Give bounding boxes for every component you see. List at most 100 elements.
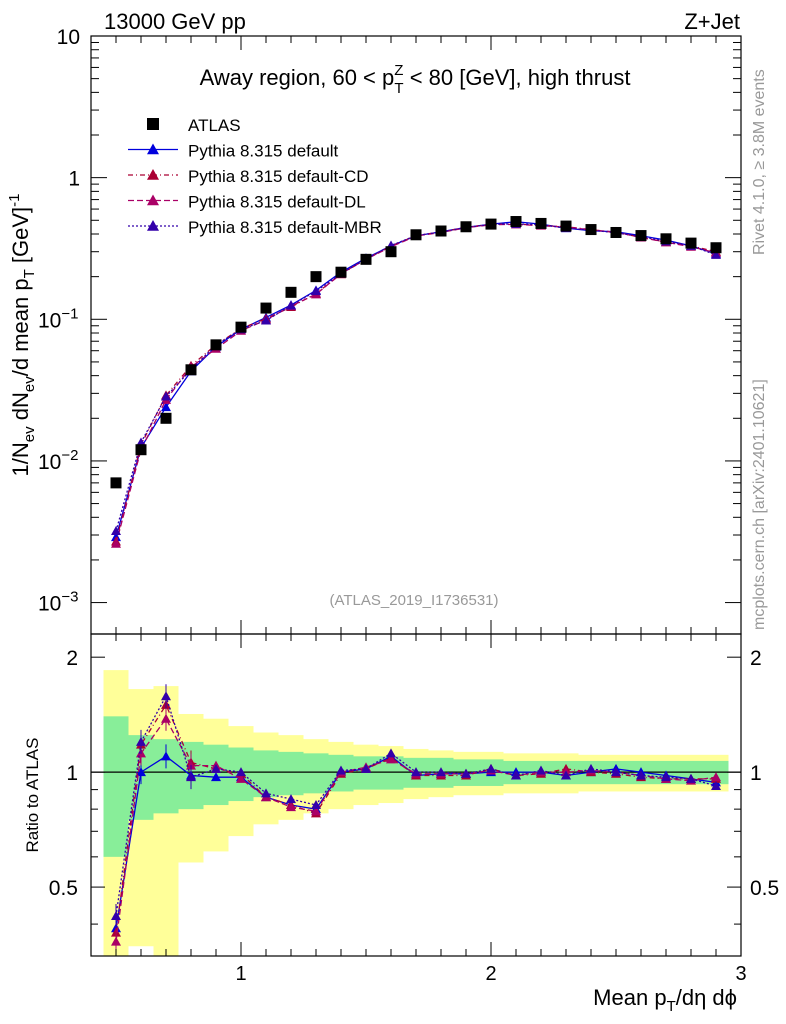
data-point	[660, 233, 672, 245]
axes-ticks: 1 2 3 10 1 10−1 10−2 10−3 0.5 0.5 1 1 2 2	[38, 26, 779, 985]
side-text-rivet: Rivet 4.1.0, ≥ 3.8M events	[751, 69, 768, 255]
ratio-marker-mbr	[511, 770, 521, 780]
data-point	[210, 339, 222, 351]
data-point	[235, 321, 247, 333]
ratio-y-tick-label-right: 1	[750, 762, 762, 785]
data-point	[585, 224, 597, 236]
data-point	[185, 364, 197, 376]
marker-mbr	[711, 249, 721, 259]
data-point	[635, 230, 647, 242]
ratio-marker-mbr	[236, 767, 246, 777]
ratio-marker-mbr	[461, 768, 471, 778]
ratio-y-tick-label: 2	[66, 647, 78, 670]
band-inner-bin	[303, 753, 329, 794]
data-point	[135, 444, 147, 456]
title-tail: < 80 [GeV], high thrust	[404, 65, 631, 90]
band-inner-bin	[353, 756, 379, 790]
ratio-uncertainty-bands	[91, 670, 741, 956]
y-tick-label: 1	[68, 168, 80, 191]
legend-marker-default	[147, 143, 159, 155]
ratio-marker-mbr	[661, 772, 671, 782]
plot-title: Away region, 60 < pZ T < 80 [GeV], high t…	[200, 62, 631, 97]
title-sub: T	[394, 80, 403, 97]
x-tick-label: 1	[235, 963, 246, 985]
data-point	[160, 412, 172, 424]
y-tick-label: 10−3	[38, 589, 78, 616]
ratio-marker-mbr	[686, 773, 696, 783]
y-tick-label: 10	[57, 26, 80, 49]
ratio-marker-default	[211, 772, 221, 782]
data-point	[435, 225, 447, 237]
legend-label: Pythia 8.315 default	[188, 142, 339, 161]
y-tick-label: 10−1	[38, 305, 78, 332]
legend-label: ATLAS	[188, 116, 241, 135]
data-point	[285, 286, 297, 298]
title-sup: Z	[394, 62, 403, 79]
ratio-marker-mbr	[211, 763, 221, 773]
ratio-y-tick-label-right: 2	[750, 647, 762, 670]
ratio-y-tick-label: 0.5	[49, 877, 78, 900]
ratio-y-axis-label: Ratio to ATLAS	[23, 738, 42, 853]
ratio-marker-dl	[386, 754, 396, 764]
legend-marker-mbr	[147, 220, 159, 231]
marker-dl	[111, 538, 121, 548]
marker-mbr	[111, 526, 121, 536]
ratio-marker-mbr	[411, 767, 421, 777]
data-point	[510, 216, 522, 228]
data-point	[460, 221, 472, 233]
band-inner-bin	[103, 716, 129, 857]
ratio-marker-mbr	[386, 748, 396, 758]
legend-marker-dl	[147, 194, 159, 206]
ratio-marker-dl	[236, 773, 246, 783]
series-line-dl	[115, 223, 717, 544]
reference-label: (ATLAS_2019_I1736531)	[329, 592, 498, 609]
marker-default	[161, 402, 171, 412]
series-line-mbr	[115, 223, 717, 532]
header-right: Z+Jet	[684, 9, 740, 34]
legend-label: Pythia 8.315 default-CD	[188, 167, 369, 186]
y-axis-label: 1/Nev dNev/d mean pT [GeV]-1	[6, 194, 38, 477]
ratio-marker-mbr	[436, 767, 446, 777]
data-point	[360, 253, 372, 265]
data-point	[260, 302, 272, 314]
ratio-marker-mbr	[286, 794, 296, 804]
plot-series	[110, 216, 722, 954]
x-tick-label: 3	[735, 963, 746, 985]
ratio-marker-mbr	[561, 770, 571, 780]
data-point	[710, 242, 722, 254]
data-point	[110, 477, 122, 489]
series-line-cd	[115, 223, 717, 542]
ratio-y-tick-label: 1	[66, 762, 78, 785]
ratio-marker-mbr	[261, 788, 271, 798]
x-tick-label: 2	[485, 963, 496, 985]
ratio-marker-mbr	[311, 800, 321, 810]
data-point	[310, 271, 322, 283]
marker-mbr	[161, 391, 171, 401]
data-point	[610, 226, 622, 238]
legend-label: Pythia 8.315 default-DL	[188, 193, 366, 212]
marker-mbr	[311, 286, 321, 296]
data-point	[560, 220, 572, 232]
data-point	[685, 237, 697, 249]
ratio-marker-mbr	[486, 763, 496, 773]
band-inner-bin	[278, 751, 304, 796]
ratio-marker-mbr	[336, 765, 346, 775]
ratio-marker-mbr	[711, 780, 721, 790]
ratio-y-tick-label-right: 0.5	[750, 877, 779, 900]
title-main: Away region, 60 < p	[200, 65, 395, 90]
header-left: 13000 GeV pp	[104, 9, 246, 34]
ratio-marker-mbr	[536, 765, 546, 775]
ratio-marker-mbr	[586, 763, 596, 773]
series-line-default	[115, 221, 717, 538]
data-point	[410, 229, 422, 241]
ratio-marker-dl	[311, 806, 321, 816]
ratio-marker-dl	[286, 802, 296, 812]
ratio-marker-mbr	[611, 767, 621, 777]
marker-mbr	[286, 300, 296, 310]
legend-marker-data	[147, 118, 159, 130]
legend: ATLAS Pythia 8.315 default Pythia 8.315 de…	[128, 116, 382, 237]
y-tick-label: 10−2	[38, 447, 78, 474]
ratio-marker-mbr	[361, 763, 371, 773]
marker-mbr	[261, 315, 271, 325]
